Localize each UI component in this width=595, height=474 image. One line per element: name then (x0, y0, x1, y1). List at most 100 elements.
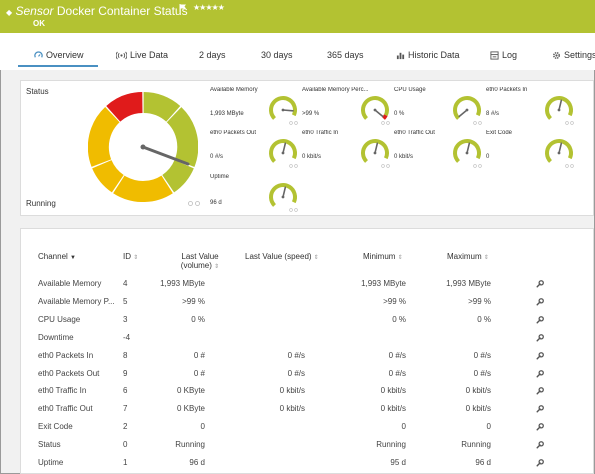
active-tab-indicator (18, 65, 98, 67)
gauge-label: eth0 Packets Out (210, 130, 257, 136)
cell-last-speed: 0 kbit/s (279, 386, 305, 395)
edit-channel-wrench-icon[interactable] (536, 387, 544, 395)
gauge-dial (545, 96, 574, 125)
cell-channel[interactable]: Available Memory P... (38, 297, 115, 306)
cell-id: 4 (123, 279, 128, 288)
cell-channel[interactable]: Exit Code (38, 422, 73, 431)
column-header-maximum[interactable]: Maximum ⇕ (447, 252, 489, 261)
cell-channel[interactable]: eth0 Packets Out (38, 369, 100, 378)
column-header-channel[interactable]: Channel ▼ (38, 252, 76, 261)
cell-maximum: 0 kbit/s (465, 404, 491, 413)
tab-log[interactable]: Log (490, 50, 517, 60)
cell-channel[interactable]: Available Memory (38, 279, 102, 288)
cell-minimum: 0 kbit/s (380, 404, 406, 413)
edit-channel-wrench-icon[interactable] (536, 316, 544, 324)
tab-2-days[interactable]: 2 days (199, 50, 226, 60)
cell-maximum: 96 d (475, 458, 491, 467)
cell-channel[interactable]: eth0 Traffic Out (38, 404, 93, 413)
log-icon (490, 50, 499, 60)
tab-historic-data-label: Historic Data (408, 50, 460, 60)
cell-id: 5 (123, 297, 128, 306)
tab-2-days-label: 2 days (199, 50, 226, 60)
gauge-label: Exit Code (486, 130, 513, 136)
cell-channel[interactable]: eth0 Traffic In (38, 386, 87, 395)
cell-last-value: Running (175, 440, 205, 449)
cell-maximum: 0 #/s (473, 351, 491, 360)
gauge-exit-code[interactable]: Exit Code 0 (486, 130, 576, 168)
gauge-uptime[interactable]: Uptime 96 d (210, 174, 300, 212)
tab-live-data[interactable]: Live Data (116, 50, 168, 60)
cell-minimum: >99 % (383, 297, 406, 306)
tab-settings[interactable]: Settings (552, 50, 595, 60)
cell-last-value: 1,993 MByte (160, 279, 205, 288)
flag-icon[interactable] (179, 4, 187, 12)
tab-historic-data[interactable]: Historic Data (396, 50, 460, 60)
gauge-value: 0 #/s (210, 154, 224, 160)
edit-channel-wrench-icon[interactable] (536, 334, 544, 342)
tab-30-days-label: 30 days (261, 50, 293, 60)
cell-last-value: 0 KByte (176, 404, 205, 413)
cell-minimum: 0 #/s (388, 369, 406, 378)
cell-last-value: 0 (200, 422, 205, 431)
cell-channel[interactable]: Uptime (38, 458, 64, 467)
gauge-eth0-packets-in[interactable]: eth0 Packets In 8 #/s (486, 87, 576, 125)
gauge-cpu-usage[interactable]: CPU Usage 0 % (394, 87, 484, 125)
cell-channel[interactable]: Status (38, 440, 61, 449)
cell-minimum: 0 kbit/s (380, 386, 406, 395)
edit-channel-wrench-icon[interactable] (536, 441, 544, 449)
cell-last-value: 0 % (191, 315, 205, 324)
overview-icon (34, 50, 43, 58)
gauge-available-memory[interactable]: Available Memory 1,993 MByte (210, 87, 300, 125)
cell-last-value: 0 # (193, 351, 205, 360)
gauge-dial (269, 96, 298, 125)
gauge-value: 0 kbit/s (302, 154, 322, 160)
cell-maximum: 0 (486, 422, 491, 431)
cell-minimum: 0 (401, 422, 406, 431)
gauge-dial (453, 139, 482, 168)
column-header-last-value[interactable]: Last Value (volume) ⇕ (180, 252, 220, 270)
tab-log-label: Log (502, 50, 518, 60)
edit-channel-wrench-icon[interactable] (536, 423, 544, 431)
edit-channel-wrench-icon[interactable] (536, 405, 544, 413)
gauge-label: eth0 Packets In (486, 87, 528, 93)
cell-channel[interactable]: CPU Usage (38, 315, 81, 324)
gauge-eth0-traffic-out[interactable]: eth0 Traffic Out 0 kbit/s (394, 130, 484, 168)
sensor-name: Docker Container Status (56, 4, 188, 18)
gauge-available-memory-percent[interactable]: Available Memory Perc... >99 % (302, 87, 392, 125)
gauge-eth0-packets-out[interactable]: eth0 Packets Out 0 #/s (210, 130, 300, 168)
gauge-value: >99 % (302, 111, 320, 117)
tab-365-days[interactable]: 365 days (327, 50, 364, 60)
cell-last-value: 0 KByte (176, 386, 205, 395)
cell-channel[interactable]: eth0 Packets In (38, 351, 94, 360)
edit-channel-wrench-icon[interactable] (536, 459, 544, 467)
tab-overview[interactable]: Overview (34, 50, 84, 60)
cell-channel[interactable]: Downtime (38, 333, 74, 342)
gauge-label: Uptime (210, 174, 230, 180)
cell-id: 3 (123, 315, 128, 324)
gauge-value: 0 (486, 154, 490, 160)
tab-30-days[interactable]: 30 days (261, 50, 293, 60)
column-header-minimum[interactable]: Minimum ⇕ (363, 252, 403, 261)
edit-channel-wrench-icon[interactable] (536, 280, 544, 288)
cell-id: 8 (123, 351, 128, 360)
cell-id: 6 (123, 386, 128, 395)
edit-channel-wrench-icon[interactable] (536, 370, 544, 378)
channels-table-panel (20, 228, 594, 474)
cell-maximum: Running (461, 440, 491, 449)
priority-stars[interactable]: ★★★★★ (193, 3, 225, 12)
gauge-label: eth0 Traffic In (302, 130, 339, 136)
status-gauge (88, 92, 198, 202)
column-header-id[interactable]: ID ⇕ (123, 252, 139, 261)
cell-minimum: 0 #/s (388, 351, 406, 360)
gauge-value: 0 kbit/s (394, 154, 414, 160)
sensor-title: ◆ Sensor Docker Container Status (6, 4, 188, 18)
cell-id: 0 (123, 440, 128, 449)
edit-channel-wrench-icon[interactable] (536, 352, 544, 360)
edit-channel-wrench-icon[interactable] (536, 298, 544, 306)
gauge-value: 0 % (394, 111, 405, 117)
column-header-last-speed[interactable]: Last Value (speed) ⇕ (245, 252, 319, 261)
gauge-value: 8 #/s (486, 111, 500, 117)
cell-last-speed: 0 kbit/s (279, 404, 305, 413)
gauge-eth0-traffic-in[interactable]: eth0 Traffic In 0 kbit/s (302, 130, 392, 168)
gear-icon (553, 51, 560, 59)
